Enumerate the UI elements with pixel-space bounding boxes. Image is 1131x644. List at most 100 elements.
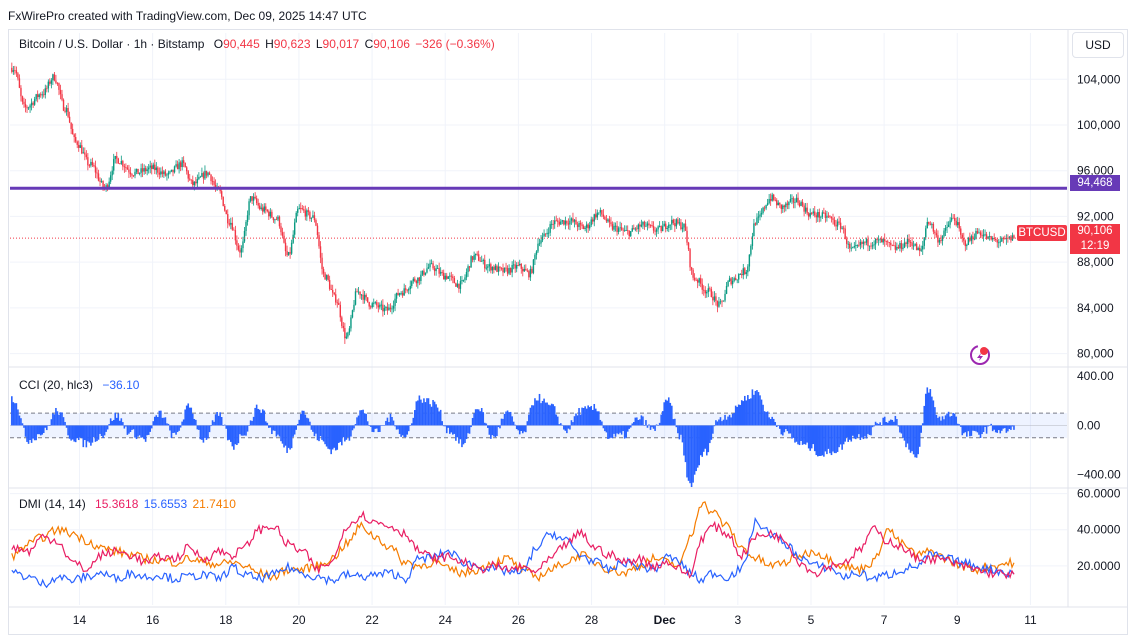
cci-bar xyxy=(692,425,694,483)
candle-body xyxy=(359,291,361,296)
cci-bar xyxy=(70,425,72,441)
candle-body xyxy=(651,225,653,226)
cci-bar xyxy=(188,407,191,426)
candle-body xyxy=(231,222,234,230)
cci-bar xyxy=(1004,425,1006,429)
cci-bar xyxy=(372,425,375,433)
cci-bar xyxy=(671,405,673,426)
cci-bar xyxy=(702,425,705,452)
currency-button[interactable]: USD xyxy=(1072,32,1124,58)
candle-body xyxy=(528,271,530,278)
candle-body xyxy=(295,212,297,223)
cci-bar xyxy=(946,413,948,426)
cci-bar xyxy=(947,411,950,426)
candle-body xyxy=(350,317,352,329)
cci-bar xyxy=(496,425,498,436)
candle-body xyxy=(318,235,320,247)
cci-bar xyxy=(826,425,828,455)
candle-body xyxy=(360,294,363,296)
candle-body xyxy=(394,298,396,306)
candle-body xyxy=(655,229,658,232)
x-tick-label: 5 xyxy=(808,613,815,627)
candle-body xyxy=(409,285,411,290)
cci-bar xyxy=(125,425,127,427)
candle-body xyxy=(301,208,303,210)
candle-body xyxy=(73,134,75,138)
candle-body xyxy=(874,239,877,245)
cci-bar xyxy=(53,414,56,426)
candle-body xyxy=(97,173,100,181)
candle-body xyxy=(470,256,472,268)
candle-body xyxy=(479,260,481,262)
grid-lines xyxy=(9,30,1127,608)
cci-bar xyxy=(966,425,968,437)
candle-body xyxy=(623,230,626,232)
candle-body xyxy=(696,280,699,283)
cci-bar xyxy=(310,425,313,430)
cci-bar xyxy=(952,412,954,426)
candle-body xyxy=(313,215,316,221)
cci-bar xyxy=(728,414,731,426)
cci-bar xyxy=(182,419,185,426)
cci-bar xyxy=(173,425,176,433)
candle-body xyxy=(477,254,480,261)
cci-bar xyxy=(433,401,436,426)
cci-bar xyxy=(50,419,53,426)
cci-bar xyxy=(441,421,443,426)
candle-body xyxy=(680,222,682,230)
candle-body xyxy=(102,181,104,188)
tradingview-icon[interactable] xyxy=(968,343,992,367)
cci-bar xyxy=(689,425,691,484)
cci-bar xyxy=(49,425,51,426)
chart-frame xyxy=(8,29,1128,635)
candle-body xyxy=(998,242,1000,244)
candle-body xyxy=(476,253,478,255)
candle-body xyxy=(259,205,261,209)
cci-bar xyxy=(587,405,589,426)
candle-body xyxy=(151,165,153,169)
candle-body xyxy=(636,228,638,230)
cci-bar xyxy=(445,425,448,434)
cci-bar xyxy=(731,413,734,426)
candle-body xyxy=(918,248,921,251)
symbol-label: Bitcoin / U.S. Dollar · 1h · Bitstamp xyxy=(19,37,205,51)
cci-bar xyxy=(199,425,202,440)
candle-body xyxy=(658,226,661,227)
candle-body xyxy=(660,226,662,232)
x-tick-label: 11 xyxy=(1024,613,1037,627)
cci-bar xyxy=(453,425,456,434)
candle-body xyxy=(55,80,57,83)
cci-bar xyxy=(938,416,941,426)
cci-bar xyxy=(245,425,247,436)
candle-body xyxy=(53,74,56,81)
candle-body xyxy=(736,279,738,281)
candle-body xyxy=(147,167,150,170)
candle-body xyxy=(821,212,824,217)
candle-body xyxy=(443,272,445,280)
candle-body xyxy=(909,242,912,243)
cci-bar xyxy=(935,414,938,426)
cci-tick-label: 0.00 xyxy=(1077,418,1101,432)
cci-bar xyxy=(981,425,983,435)
candle-body xyxy=(867,239,869,247)
candle-body xyxy=(424,272,427,275)
candle-body xyxy=(928,221,930,224)
candle-body xyxy=(371,303,373,308)
candle-body xyxy=(850,247,852,249)
candle-body xyxy=(170,169,173,172)
candle-body xyxy=(832,218,834,220)
dmi-tick-label: 60.0000 xyxy=(1077,487,1121,501)
candle-body xyxy=(687,242,690,250)
cci-bar xyxy=(344,425,346,442)
cci-value: −36.10 xyxy=(102,378,140,392)
cci-bar xyxy=(406,425,409,435)
candle-body xyxy=(284,242,287,252)
cci-bar xyxy=(792,425,795,438)
candle-body xyxy=(572,218,574,222)
candle-body xyxy=(515,265,518,269)
cci-bar xyxy=(289,425,291,450)
candle-body xyxy=(573,219,576,222)
cci-bar xyxy=(99,425,101,434)
cci-bar xyxy=(584,406,586,426)
